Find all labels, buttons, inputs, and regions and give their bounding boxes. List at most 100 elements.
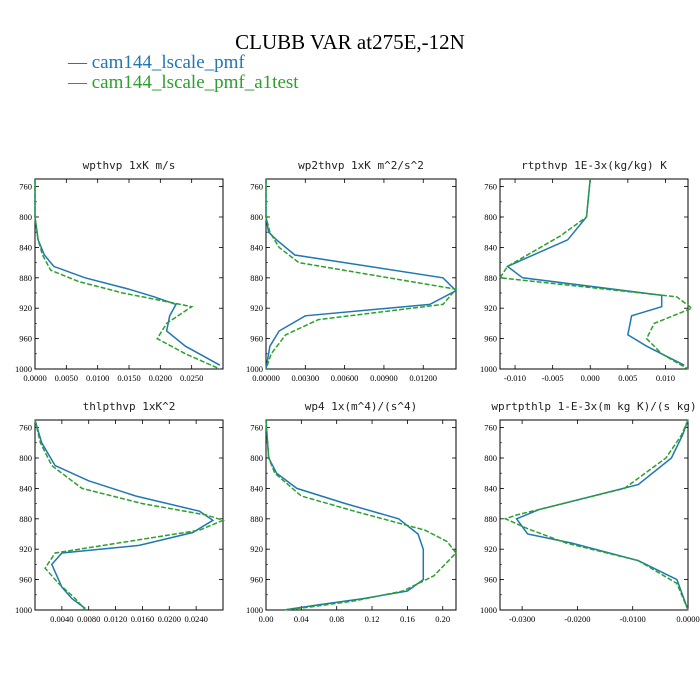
plot-frame-0 <box>34 178 224 370</box>
legend-label-0: cam144_lscale_pmf <box>91 52 245 73</box>
x-tick-label-5-3: 0.0000 <box>676 614 699 624</box>
y-tick-label-5-2: 840 <box>484 483 497 493</box>
y-tick-label-4-5: 960 <box>250 575 263 585</box>
x-tick-label-3-3: 0.0160 <box>131 614 154 624</box>
x-tick-label-5-1: -0.0200 <box>564 614 590 624</box>
panel-title-2: rtpthvp 1E-3x(kg/kg) K <box>521 159 667 172</box>
series-line-4-1 <box>265 419 457 611</box>
x-tick-label-4-4: 0.16 <box>400 614 415 624</box>
y-tick-label-3-4: 920 <box>19 544 32 554</box>
y-tick-label-0-4: 920 <box>19 303 32 313</box>
y-tick-label-3-0: 760 <box>19 423 32 433</box>
series-line-1-0 <box>265 179 458 370</box>
y-tick-label-3-5: 960 <box>19 575 32 585</box>
x-tick-label-4-5: 0.20 <box>435 614 450 624</box>
y-tick-label-0-1: 800 <box>19 212 32 222</box>
x-tick-label-3-4: 0.0200 <box>158 614 181 624</box>
series-line-2-0 <box>506 178 685 366</box>
y-tick-label-4-1: 800 <box>250 453 263 463</box>
x-tick-label-0-0: 0.0000 <box>23 373 46 383</box>
y-tick-label-0-2: 840 <box>19 242 32 252</box>
series-line-0-0 <box>34 179 221 366</box>
x-tick-label-3-0: 0.0040 <box>50 614 73 624</box>
y-tick-label-3-6: 1000 <box>15 605 32 615</box>
plot-frame-5 <box>499 419 689 611</box>
panel-title-0: wpthvp 1xK m/s <box>83 159 176 172</box>
page-title: CLUBB VAR at275E,-12N <box>235 30 465 54</box>
x-tick-label-0-1: 0.0050 <box>55 373 78 383</box>
x-tick-label-1-1: 0.00300 <box>291 373 319 383</box>
y-tick-label-1-6: 1000 <box>246 364 263 374</box>
y-tick-label-4-3: 880 <box>250 514 263 524</box>
x-tick-label-2-4: 0.010 <box>656 373 675 383</box>
plot-frame-3 <box>34 419 224 611</box>
legend-label-1: cam144_lscale_pmf_a1test <box>91 72 299 93</box>
y-tick-label-4-4: 920 <box>250 544 263 554</box>
y-tick-label-4-6: 1000 <box>246 605 263 615</box>
y-tick-label-0-3: 880 <box>19 273 32 283</box>
panel-title-3: thlpthvp 1xK^2 <box>83 400 176 413</box>
y-tick-label-2-1: 800 <box>484 212 497 222</box>
series-line-3-0 <box>34 419 215 610</box>
y-tick-label-2-0: 760 <box>484 182 497 192</box>
series-line-4-0 <box>265 419 425 611</box>
x-tick-label-3-1: 0.0080 <box>77 614 100 624</box>
y-tick-label-5-0: 760 <box>484 423 497 433</box>
x-tick-label-4-3: 0.12 <box>365 614 380 624</box>
y-tick-label-5-6: 1000 <box>480 605 497 615</box>
legend-entry-1: — cam144_lscale_pmf_a1test <box>68 72 299 93</box>
y-tick-label-1-0: 760 <box>250 182 263 192</box>
x-tick-label-0-2: 0.0100 <box>86 373 109 383</box>
chart-panel-2: rtpthvp 1E-3x(kg/kg) K 760 800 840 880 920 960… <box>480 159 694 383</box>
series-line-3-1 <box>34 419 226 611</box>
chart-panel-1: wp2thvp 1xK m^2/s^2 760 800 840 880 920 960 100… <box>246 159 458 383</box>
y-tick-label-5-1: 800 <box>484 453 497 463</box>
x-tick-label-0-3: 0.0150 <box>117 373 140 383</box>
chart-panel-3: thlpthvp 1xK^2 760 800 840 880 920 960 1000 0.00… <box>15 400 226 624</box>
y-tick-label-1-5: 960 <box>250 334 263 344</box>
y-tick-label-0-6: 1000 <box>15 364 32 374</box>
panel-title-5: wprtpthlp 1-E-3x(m kg K)/(s kg) <box>491 400 696 413</box>
x-tick-label-1-3: 0.00900 <box>370 373 398 383</box>
y-tick-label-3-3: 880 <box>19 514 32 524</box>
chart-panel-4: wp4 1x(m^4)/(s^4)76080084088092096010000… <box>246 400 457 624</box>
y-tick-label-2-4: 920 <box>484 303 497 313</box>
x-tick-label-2-0: -0.010 <box>504 373 526 383</box>
y-tick-label-3-2: 840 <box>19 483 32 493</box>
y-tick-label-0-5: 960 <box>19 334 32 344</box>
x-tick-label-5-2: -0.0100 <box>620 614 646 624</box>
x-tick-label-4-0: 0.00 <box>259 614 274 624</box>
plot-frame-4 <box>265 419 457 611</box>
x-tick-label-1-0: 0.00000 <box>252 373 280 383</box>
x-tick-label-1-2: 0.00600 <box>331 373 359 383</box>
x-tick-label-0-5: 0.0250 <box>180 373 203 383</box>
series-line-2-1 <box>498 178 694 370</box>
y-tick-label-2-2: 840 <box>484 242 497 252</box>
series-line-1-1 <box>265 179 458 370</box>
chart-panel-5: wprtpthlp 1-E-3x(m kg K)/(s kg) 760 800 840… <box>480 400 700 624</box>
plot-frame-2 <box>499 178 689 370</box>
panel-title-4: wp4 1x(m^4)/(s^4) <box>305 400 418 413</box>
y-tick-label-5-5: 960 <box>484 575 497 585</box>
y-tick-label-1-2: 840 <box>250 242 263 252</box>
x-tick-label-1-4: 0.01200 <box>409 373 437 383</box>
x-tick-label-3-5: 0.0240 <box>184 614 207 624</box>
y-tick-label-3-1: 800 <box>19 453 32 463</box>
x-tick-label-4-2: 0.08 <box>329 614 344 624</box>
y-tick-label-1-4: 920 <box>250 303 263 313</box>
y-tick-label-4-2: 840 <box>250 483 263 493</box>
x-tick-label-2-1: -0.005 <box>542 373 564 383</box>
x-tick-label-4-1: 0.04 <box>294 614 310 624</box>
x-tick-label-3-2: 0.0120 <box>104 614 127 624</box>
x-tick-label-0-4: 0.0200 <box>149 373 172 383</box>
y-tick-label-4-0: 760 <box>250 423 263 433</box>
x-tick-label-2-2: 0.000 <box>581 373 600 383</box>
y-tick-label-2-3: 880 <box>484 273 497 283</box>
y-tick-label-2-6: 1000 <box>480 364 497 374</box>
x-tick-label-5-0: -0.0300 <box>509 614 535 624</box>
x-tick-label-2-3: 0.005 <box>618 373 637 383</box>
chart-panel-0: wpthvp 1xK m/s76080084088092096010000.00… <box>15 159 224 383</box>
y-tick-label-5-4: 920 <box>484 544 497 554</box>
plot-frame-1 <box>265 178 457 370</box>
